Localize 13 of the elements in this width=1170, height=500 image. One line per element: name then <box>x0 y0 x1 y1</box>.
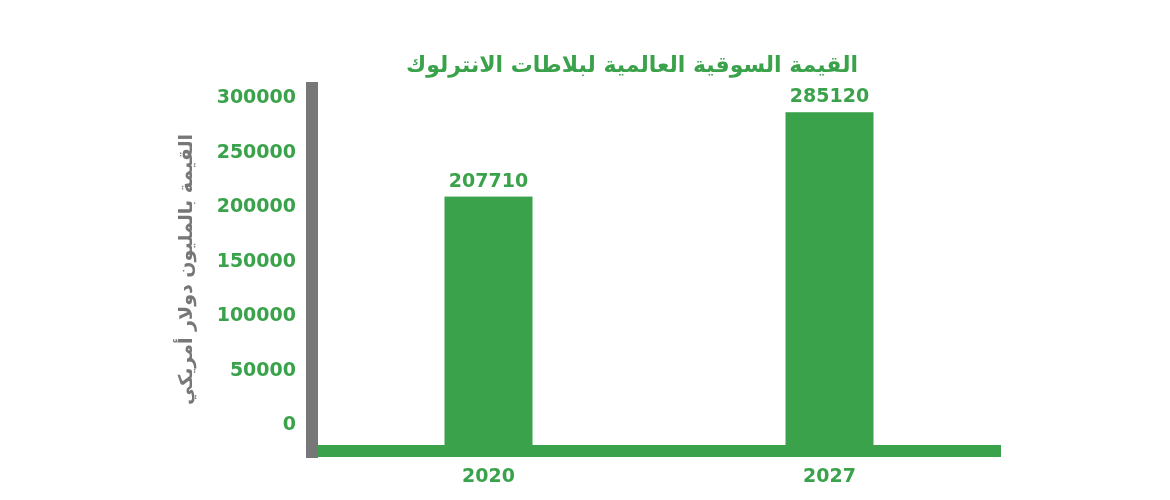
chart-title: القيمة السوقية العالمية لبلاطات الانترلوك <box>406 52 858 78</box>
y-tick-label: 0 <box>282 412 296 434</box>
y-tick-label: 200000 <box>216 194 296 216</box>
data-label: 285120 <box>789 84 870 107</box>
y-axis-title: القيمة بالمليون دولار أمريكي <box>173 133 197 406</box>
x-tick-label: 2020 <box>462 464 515 486</box>
y-tick-label: 300000 <box>216 85 296 107</box>
y-tick-label: 150000 <box>216 248 296 271</box>
data-label: 207710 <box>448 168 529 191</box>
x-tick-label: 2027 <box>803 464 856 486</box>
y-tick-label: 250000 <box>216 139 296 162</box>
y-tick-label: 50000 <box>229 357 296 380</box>
y-tick-label: 100000 <box>216 303 296 325</box>
